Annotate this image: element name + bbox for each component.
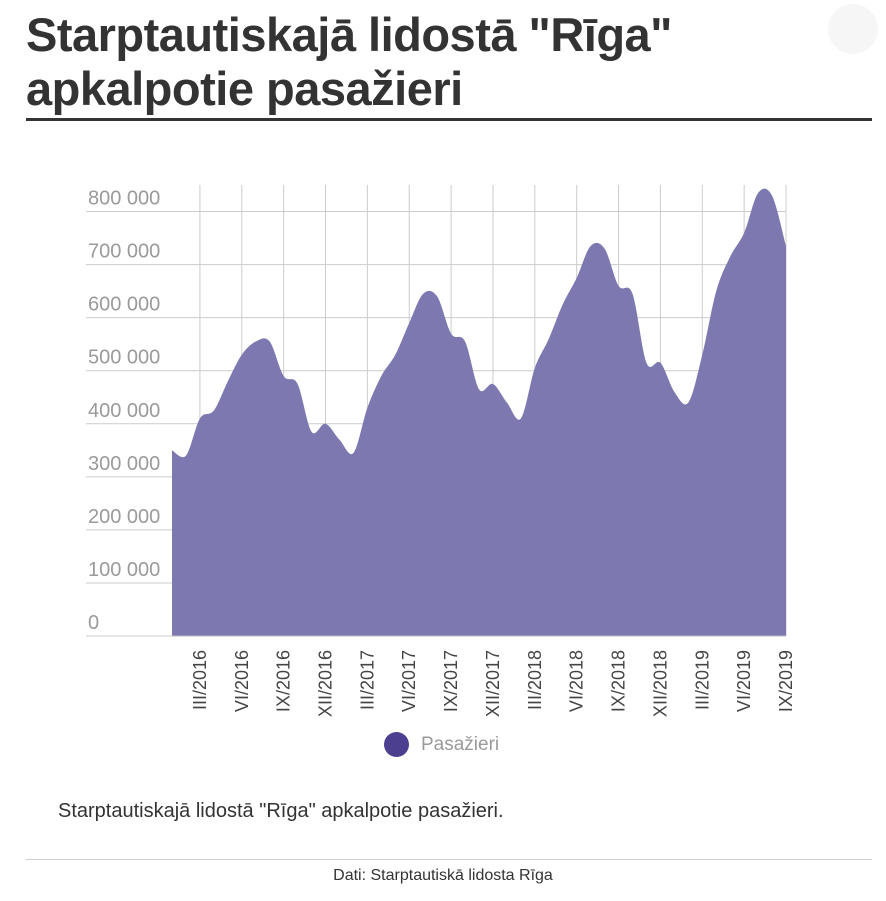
data-point [742, 231, 746, 235]
data-point [240, 353, 244, 357]
data-point [533, 366, 537, 370]
data-point [393, 353, 397, 357]
x-tick-labels: III/2016 VI/2016 IX/2016 XII/2016 III/2017 VI… [190, 650, 796, 717]
data-point [686, 401, 690, 405]
data-point [226, 379, 230, 383]
data-source: Dati: Starptautiskā lidosta Rīga [333, 867, 553, 884]
x-tick-label: VI/2019 [734, 650, 754, 712]
x-tick-label: IX/2018 [609, 650, 629, 712]
data-point [784, 244, 788, 248]
data-point [589, 244, 593, 248]
y-tick-label: 100 000 [88, 559, 160, 581]
data-point [351, 451, 355, 455]
data-point [644, 361, 648, 365]
data-point [631, 292, 635, 296]
data-point [505, 401, 509, 405]
data-point [310, 430, 314, 434]
x-tick-label: III/2019 [692, 650, 712, 710]
data-point [198, 416, 202, 420]
data-point [463, 340, 467, 344]
data-point [379, 374, 383, 378]
x-tick-label: VI/2017 [399, 650, 419, 712]
data-point [519, 416, 523, 420]
data-point [561, 302, 565, 306]
x-tick-label: IX/2017 [441, 650, 461, 712]
data-point [603, 247, 607, 251]
data-point [449, 332, 453, 336]
footer-divider [26, 859, 872, 860]
title-underline [26, 118, 872, 121]
y-tick-labels: 0 100 000 200 000 300 000 400 000 500 000 600 … [88, 188, 160, 634]
x-tick-label: III/2016 [190, 650, 210, 710]
data-point [756, 191, 760, 195]
corner-decoration [828, 4, 878, 54]
y-tick-label: 800 000 [88, 188, 160, 210]
x-tick-label: III/2018 [525, 650, 545, 710]
passenger-area-chart: 0 100 000 200 000 300 000 400 000 500 000 600 … [86, 185, 796, 717]
chart-description: Starptautiskajā lidostā "Rīga" apkalpoti… [58, 800, 504, 822]
legend-label: Pasažieri [421, 733, 500, 755]
data-point [672, 390, 676, 394]
x-tick-label: XII/2018 [650, 650, 670, 717]
data-point [575, 276, 579, 280]
y-tick-label: 300 000 [88, 453, 160, 475]
data-point [365, 406, 369, 410]
x-tick-label: XII/2016 [316, 650, 336, 717]
legend-swatch [384, 732, 409, 757]
data-point [491, 382, 495, 386]
data-point [407, 321, 411, 325]
data-point [268, 340, 272, 344]
data-point [254, 340, 258, 344]
legend: Pasažieri [384, 732, 499, 757]
data-point [324, 422, 328, 426]
data-point [212, 409, 216, 413]
x-tick-label: IX/2019 [776, 650, 796, 712]
page-title: Starptautiskajā lidostā "Rīga" apkalpoti… [26, 8, 672, 115]
data-point [282, 374, 286, 378]
data-point [435, 294, 439, 298]
data-point [617, 284, 621, 288]
data-point [547, 337, 551, 341]
y-tick-label: 600 000 [88, 294, 160, 316]
data-point [658, 361, 662, 365]
data-point [714, 289, 718, 293]
x-tick-label: III/2017 [357, 650, 377, 710]
data-point [700, 353, 704, 357]
y-tick-label: 0 [88, 612, 99, 634]
x-tick-label: VI/2016 [232, 650, 252, 712]
data-point [184, 454, 188, 458]
series-area-pasazieri [172, 188, 786, 636]
x-tick-label: VI/2018 [567, 650, 587, 712]
data-point [170, 448, 174, 452]
data-point [337, 438, 341, 442]
x-tick-label: XII/2017 [483, 650, 503, 717]
y-tick-label: 700 000 [88, 241, 160, 263]
y-tick-label: 400 000 [88, 400, 160, 422]
data-point [728, 255, 732, 259]
data-point [477, 387, 481, 391]
data-point [421, 292, 425, 296]
data-point [770, 194, 774, 198]
y-tick-label: 500 000 [88, 347, 160, 369]
y-tick-label: 200 000 [88, 506, 160, 528]
data-point [296, 382, 300, 386]
x-tick-label: IX/2016 [274, 650, 294, 712]
